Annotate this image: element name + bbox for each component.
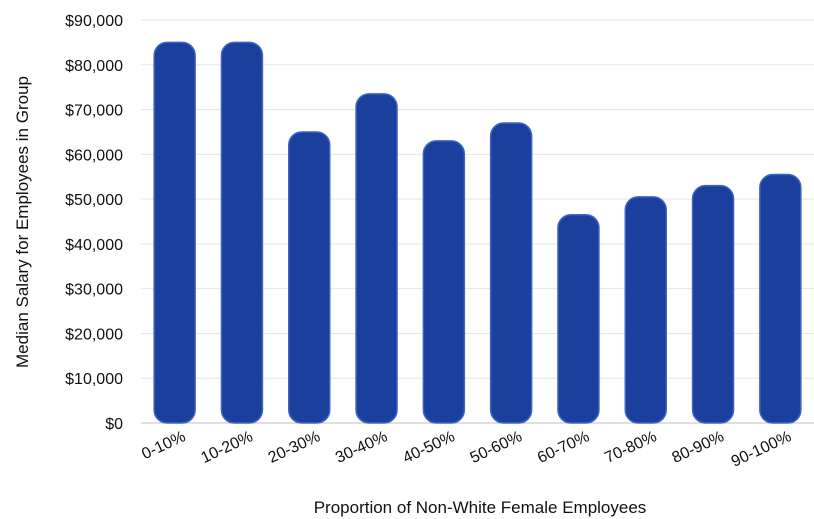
y-tick-label: $10,000 <box>65 371 123 388</box>
y-tick-label: $60,000 <box>65 147 123 164</box>
bar-60-70% <box>557 214 600 424</box>
x-tick-label: 80-90% <box>670 428 727 467</box>
y-tick-label: $40,000 <box>65 237 123 254</box>
bar-40-50% <box>422 140 466 424</box>
y-tick-label: $20,000 <box>65 326 123 343</box>
bar-80-90% <box>691 184 735 424</box>
bar-30-40% <box>355 93 398 424</box>
y-axis-ticks: $0 $10,000 $20,000 $30,000 $40,000 $50,000 $60… <box>65 13 123 433</box>
bar-10-20% <box>220 41 264 424</box>
x-tick-label: 90-100% <box>729 428 794 470</box>
bar-50-60% <box>489 122 533 424</box>
x-tick-label: 60-70% <box>535 428 592 467</box>
bars <box>153 41 802 424</box>
x-axis-ticks: 0-10% 10-20% 20-30% 30-40% 40-50% 50-60% 60-70… <box>139 428 794 470</box>
x-tick-label: 40-50% <box>400 428 457 467</box>
y-axis-title: Median Salary for Employees in Group <box>13 76 32 368</box>
y-tick-label: $50,000 <box>65 192 123 209</box>
x-tick-label: 50-60% <box>468 428 525 467</box>
bar-20-30% <box>288 131 331 424</box>
x-tick-label: 70-80% <box>602 428 659 467</box>
bar-0-10% <box>153 41 196 424</box>
x-tick-label: 20-30% <box>266 428 323 467</box>
x-tick-label: 30-40% <box>333 428 390 467</box>
bar-70-80% <box>624 196 667 424</box>
x-tick-label: 10-20% <box>198 428 255 467</box>
bar-90-100% <box>759 173 802 424</box>
y-tick-label: $90,000 <box>65 13 123 30</box>
y-tick-label: $0 <box>105 416 123 433</box>
y-tick-label: $70,000 <box>65 103 123 120</box>
y-tick-label: $80,000 <box>65 58 123 75</box>
x-tick-label: 0-10% <box>139 428 188 463</box>
y-tick-label: $30,000 <box>65 282 123 299</box>
x-axis-title: Proportion of Non-White Female Employees <box>314 498 647 517</box>
